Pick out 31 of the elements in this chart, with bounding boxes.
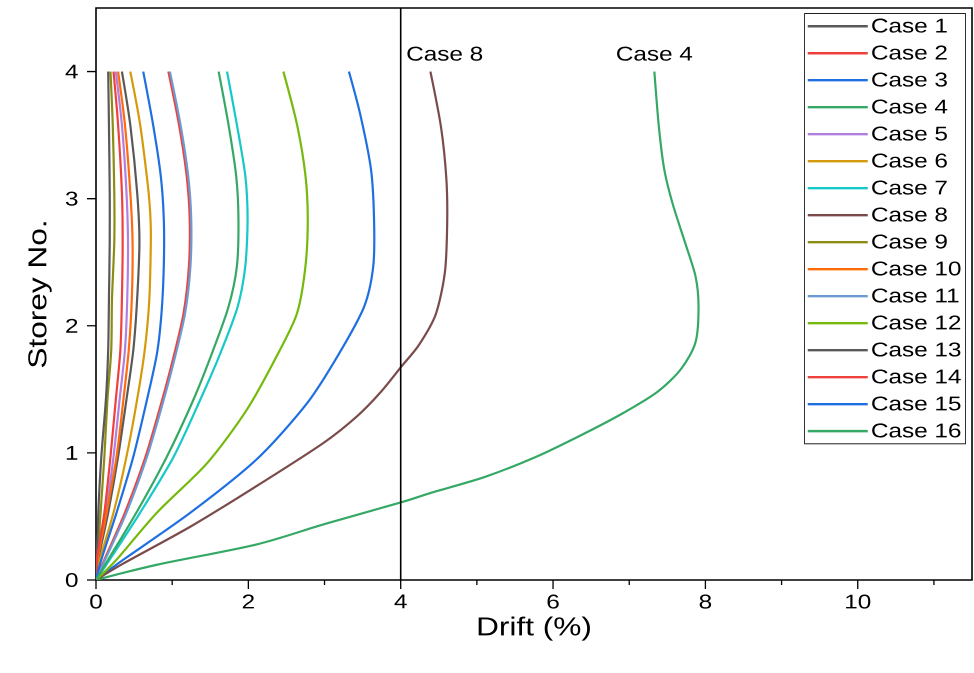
legend-label: Case 7 [872,180,947,195]
legend-label: Case 16 [872,423,960,438]
x-axis-title: Drift (%) [478,616,590,641]
y-tick-label: 2 [66,318,78,333]
annotation: Case 8 [407,46,482,61]
legend-label: Case 11 [872,288,958,303]
annotation: Case 4 [617,46,692,61]
legend-label: Case 10 [872,261,961,276]
y-tick-label: 1 [66,446,78,460]
x-tick-label: 4 [394,594,407,608]
legend-label: Case 2 [872,46,947,60]
legend-label: Case 12 [872,315,960,330]
x-tick-label: 8 [700,594,712,609]
legend-label: Case 8 [872,208,947,222]
x-tick-label: 2 [242,594,254,608]
legend-label: Case 9 [872,234,947,249]
legend-label: Case 13 [872,342,960,357]
legend-label: Case 4 [872,100,948,114]
legend-label: Case 14 [872,369,961,384]
x-tick-label: 6 [548,594,559,609]
x-tick-label: 0 [90,594,102,609]
y-tick-label: 3 [66,192,78,206]
y-tick-label: 4 [66,64,78,78]
legend-label: Case 3 [872,72,947,87]
y-tick-label: 0 [66,572,78,588]
legend-label: Case 6 [872,154,947,168]
x-tick-label: 10 [846,594,870,609]
legend-label: Case 1 [872,18,947,33]
y-axis-title: Storey No. [28,222,52,368]
legend-label: Case 5 [872,126,947,141]
legend-label: Case 15 [872,396,960,411]
